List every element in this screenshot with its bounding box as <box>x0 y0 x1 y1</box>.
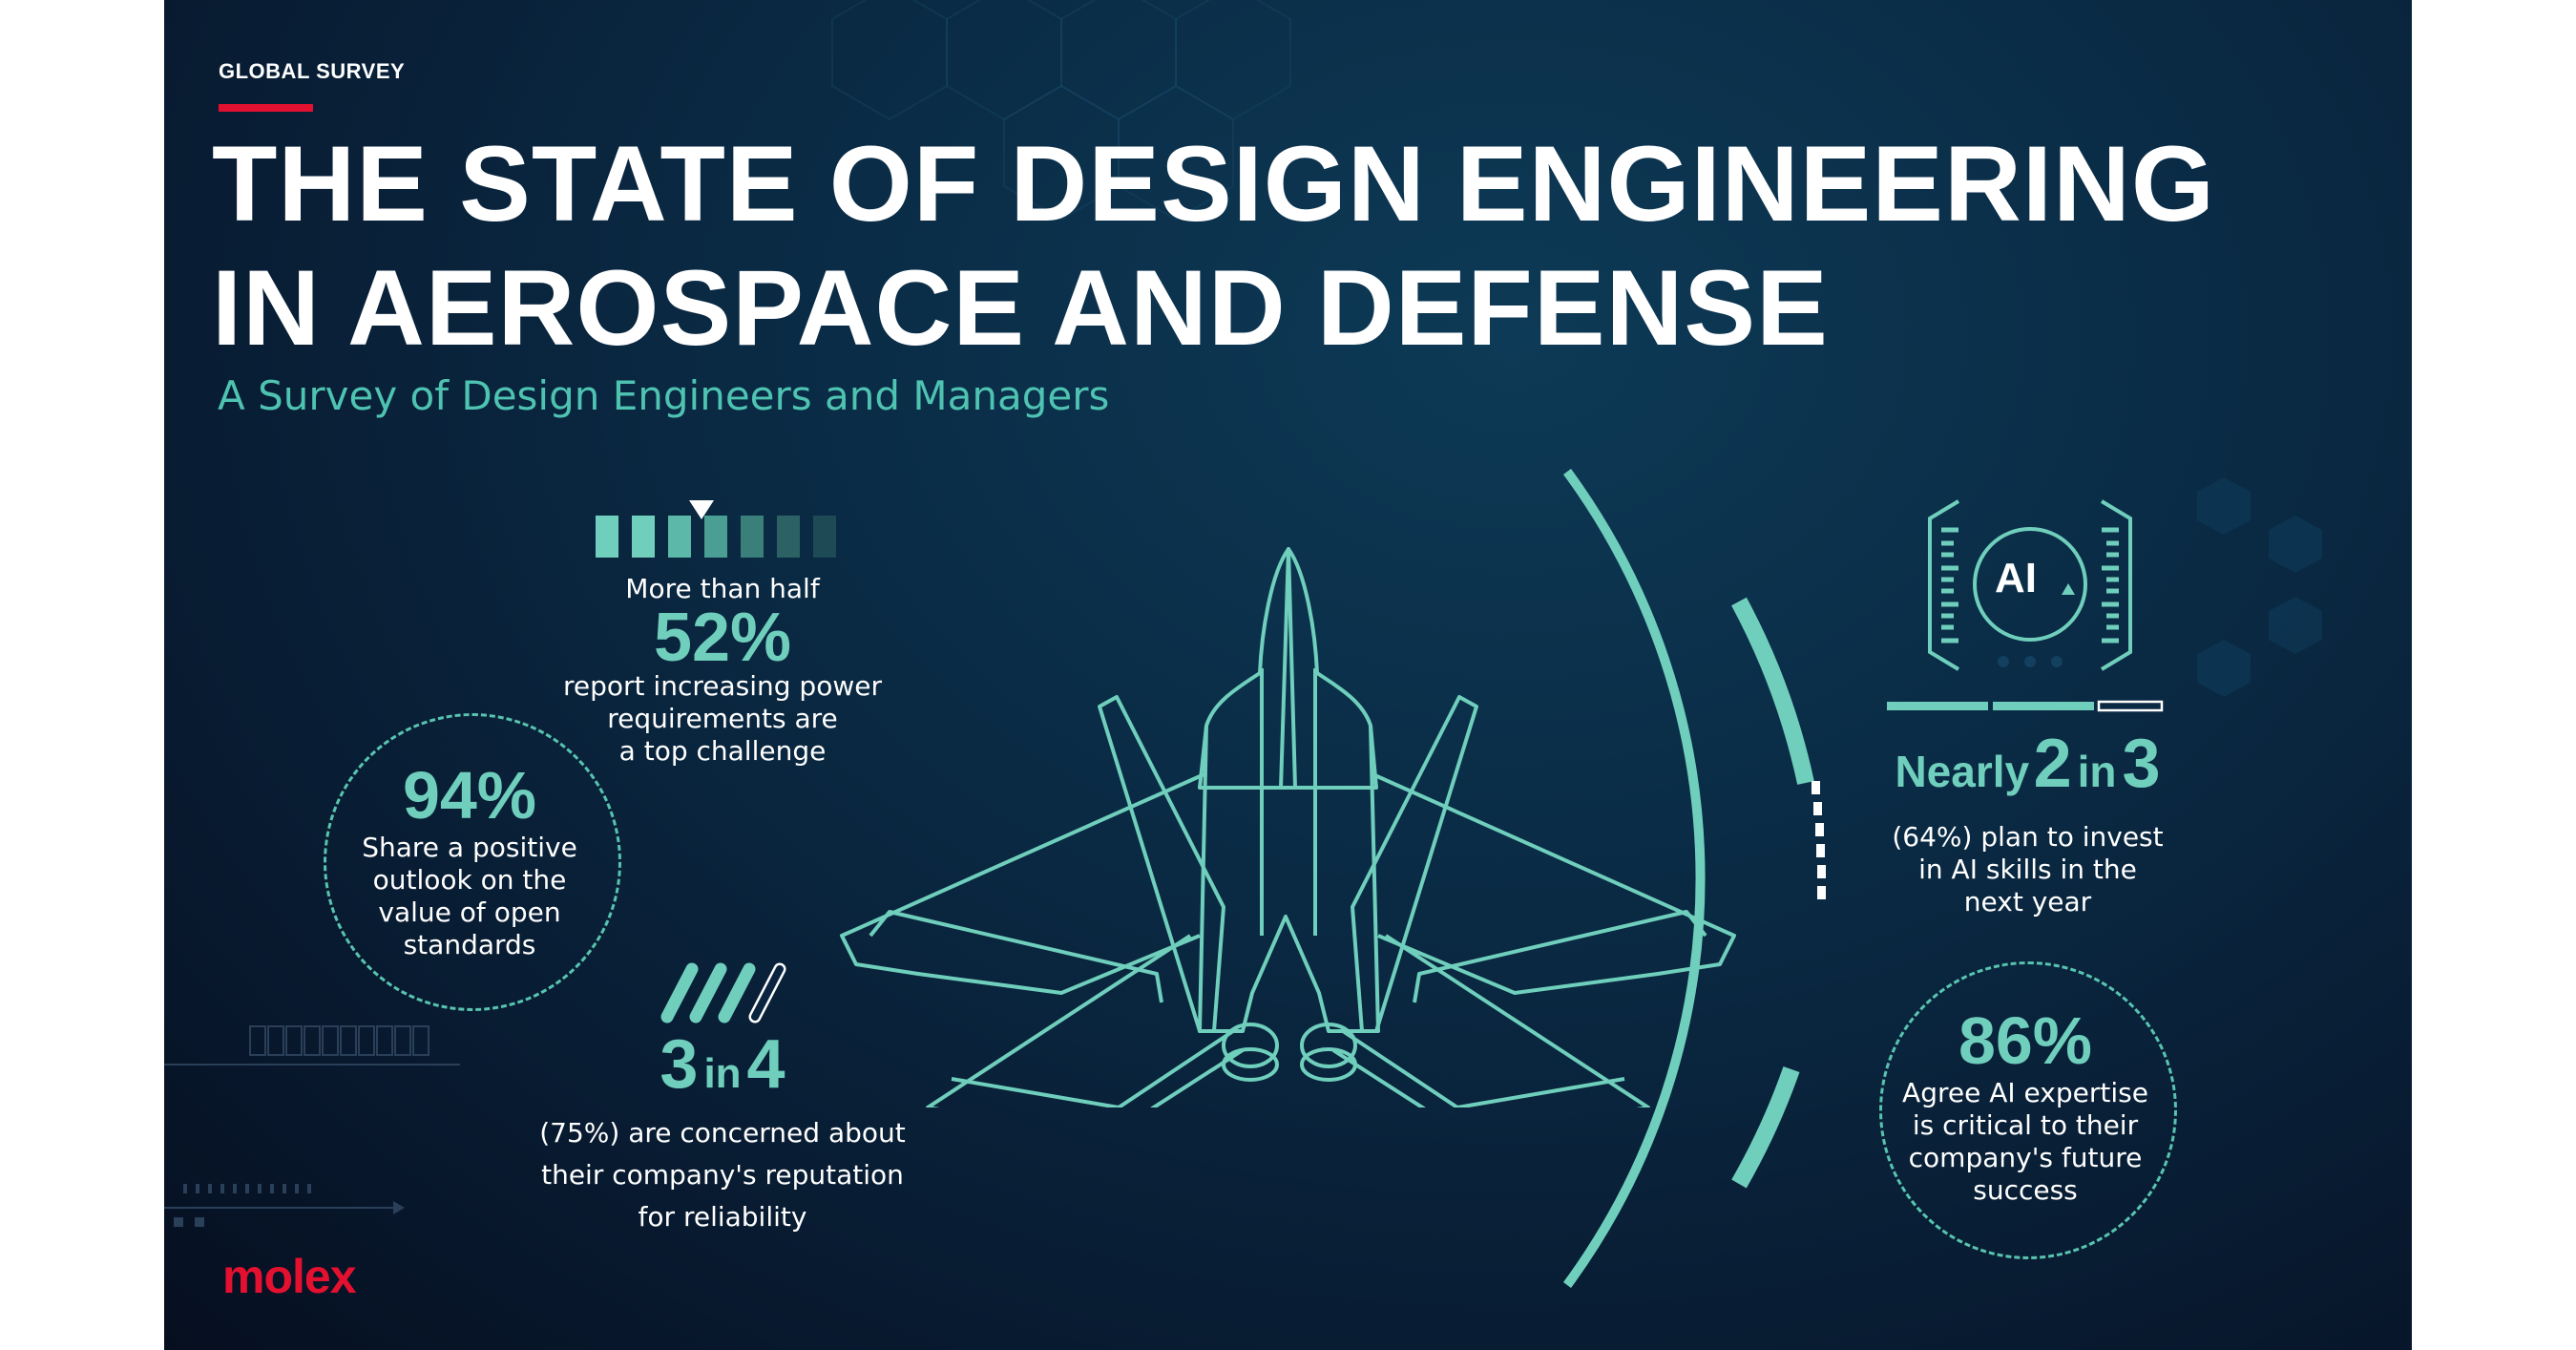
title-line-2: IN AEROSPACE AND DEFENSE <box>212 248 1829 368</box>
infographic-panel: GLOBAL SURVEY THE STATE OF DESIGN ENGINE… <box>164 0 2412 1350</box>
power-desc-1: report increasing power <box>563 670 882 702</box>
open-standards-desc-2: outlook on the <box>372 864 567 896</box>
open-standards-desc-3: value of open <box>378 896 561 928</box>
ai-hud-icon <box>1928 499 2132 671</box>
hud-arc-decoration <box>1562 469 1826 1288</box>
reliability-num-a: 3 <box>660 1026 699 1103</box>
stat-power: More than half 52% report increasing pow… <box>532 573 913 768</box>
reliability-desc-1: (75%) are concerned about <box>539 1117 906 1149</box>
ai-expertise-desc-3: company's future <box>1908 1142 2143 1173</box>
open-standards-circle <box>324 713 621 1011</box>
hex-background-pattern <box>164 0 2322 1227</box>
ai-expertise-value: 86% <box>1958 1003 2093 1078</box>
title-line-1: THE STATE OF DESIGN ENGINEERING <box>212 124 2216 243</box>
ai-invest-desc-2: in AI skills in the <box>1918 854 2137 885</box>
ai-invest-desc-3: next year <box>1963 886 2092 918</box>
ai-invest-prefix: Nearly <box>1895 747 2030 796</box>
reliability-desc-2: their company's reputation <box>541 1159 904 1191</box>
ai-icon-label: AI <box>1995 555 2037 601</box>
stat-reliability: 3 in4 (75%) are concerned about their com… <box>532 1026 913 1238</box>
power-meter-icon <box>596 500 836 558</box>
ai-invest-headline: Nearly 2 in3 <box>1863 726 2192 821</box>
ai-invest-num-a: 2 <box>2033 726 2072 802</box>
stat-open-standards: 94% Share a positive outlook on the valu… <box>326 759 613 961</box>
stat-ai-invest: Nearly 2 in3 (64%) plan to invest in AI s… <box>1863 726 2192 918</box>
power-lead: More than half <box>625 573 820 604</box>
open-standards-value: 94% <box>402 758 537 833</box>
fighter-jet-illustration <box>840 547 1736 1107</box>
ai-expertise-desc-4: success <box>1973 1174 2078 1206</box>
page-subtitle: A Survey of Design Engineers and Manager… <box>218 372 1110 419</box>
reliability-ratio: 3 in4 <box>532 1026 913 1112</box>
power-value: 52% <box>653 600 792 676</box>
power-desc-2: requirements are <box>607 703 838 734</box>
eyebrow-label: GLOBAL SURVEY <box>219 59 406 83</box>
open-standards-desc-1: Share a positive <box>362 832 577 863</box>
page-title: THE STATE OF DESIGN ENGINEERING IN AEROS… <box>212 122 2215 370</box>
ai-expertise-desc-2: is critical to their <box>1912 1109 2139 1141</box>
reliability-num-b: 4 <box>746 1026 785 1103</box>
ai-expertise-circle <box>1879 961 2177 1259</box>
ai-progress-bars <box>1887 700 2164 712</box>
ai-invest-num-b: 3 <box>2122 726 2161 802</box>
molex-logo: molex <box>222 1250 357 1303</box>
reliability-desc-3: for reliability <box>638 1201 807 1233</box>
power-desc-3: a top challenge <box>618 735 827 767</box>
reliability-connector: in <box>703 1050 742 1097</box>
ai-invest-desc-1: (64%) plan to invest <box>1892 821 2164 853</box>
stat-ai-expertise: 86% Agree AI expertise is critical to th… <box>1882 1004 2168 1207</box>
accent-bar <box>219 104 313 112</box>
reliability-slashes-icon <box>660 962 786 1023</box>
ai-invest-connector: in <box>2077 747 2117 796</box>
ai-expertise-desc-1: Agree AI expertise <box>1902 1077 2148 1108</box>
open-standards-desc-4: standards <box>403 929 536 960</box>
